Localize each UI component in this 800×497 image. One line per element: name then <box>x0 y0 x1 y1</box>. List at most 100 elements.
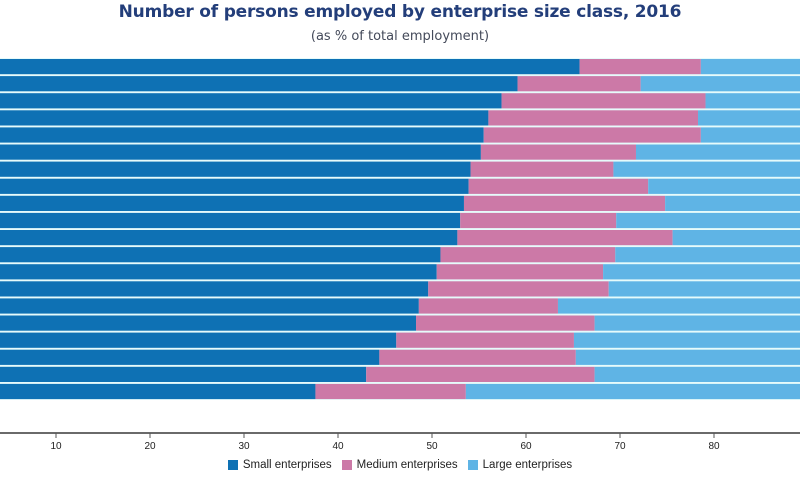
bar-segment-medium[interactable] <box>436 264 604 280</box>
bar-segment-large[interactable] <box>672 230 800 246</box>
bar-segment-medium[interactable] <box>488 110 699 126</box>
bar-segment-medium[interactable] <box>379 349 576 365</box>
bar-segment-large[interactable] <box>465 383 800 400</box>
legend-label-medium: Medium enterprises <box>356 459 458 471</box>
bar-segment-medium[interactable] <box>428 281 609 297</box>
bar-segment-large[interactable] <box>575 349 800 365</box>
x-tick-label: 30 <box>238 441 250 452</box>
bar-row <box>0 144 800 160</box>
bar-segment-medium[interactable] <box>418 298 558 314</box>
bar-segment-small[interactable] <box>0 247 441 263</box>
bar-segment-large[interactable] <box>557 298 800 314</box>
bar-segment-large[interactable] <box>573 332 800 348</box>
x-tick-label: 50 <box>426 441 438 452</box>
legend-swatch-small <box>227 460 238 470</box>
bar-segment-small[interactable] <box>0 93 502 109</box>
bar-segment-medium[interactable] <box>457 230 673 246</box>
bar-segment-large[interactable] <box>648 178 800 194</box>
bar-segment-medium[interactable] <box>501 93 706 109</box>
bar-segment-large[interactable] <box>594 315 800 331</box>
bars-group <box>0 58 800 400</box>
bar-segment-large[interactable] <box>635 144 800 160</box>
bar-segment-medium[interactable] <box>468 178 649 194</box>
bar-segment-large[interactable] <box>603 264 800 280</box>
bar-row <box>0 178 800 194</box>
legend-item-medium[interactable]: Medium enterprises <box>341 459 458 471</box>
bar-segment-small[interactable] <box>0 110 489 126</box>
legend-item-large[interactable]: Large enterprises <box>467 459 573 471</box>
bar-row <box>0 110 800 126</box>
bar-segment-large[interactable] <box>594 366 800 382</box>
bar-segment-small[interactable] <box>0 178 469 194</box>
x-tick-label: 20 <box>144 441 156 452</box>
bar-segment-large[interactable] <box>616 212 800 229</box>
bar-segment-large[interactable] <box>705 93 800 109</box>
bar-segment-medium[interactable] <box>440 247 616 263</box>
bar-row <box>0 366 800 382</box>
bar-segment-small[interactable] <box>0 366 367 382</box>
legend: Small enterprises Medium enterprises Lar… <box>0 459 800 471</box>
bar-segment-medium[interactable] <box>315 383 466 400</box>
bar-segment-small[interactable] <box>0 212 461 229</box>
bar-segment-medium[interactable] <box>460 212 617 229</box>
bar-row <box>0 230 800 246</box>
bar-segment-small[interactable] <box>0 349 380 365</box>
bar-segment-medium[interactable] <box>517 76 641 92</box>
x-axis-ticks: 10 20 30 40 50 60 70 80 <box>50 433 720 452</box>
chart-title: Number of persons employed by enterprise… <box>118 2 682 22</box>
bar-segment-small[interactable] <box>0 59 580 75</box>
bar-segment-small[interactable] <box>0 281 429 297</box>
bar-segment-small[interactable] <box>0 127 484 143</box>
bar-segment-small[interactable] <box>0 264 437 280</box>
bar-segment-small[interactable] <box>0 230 458 246</box>
legend-swatch-medium <box>341 460 352 470</box>
bar-row <box>0 76 800 92</box>
bar-row <box>0 383 800 400</box>
bar-segment-large[interactable] <box>615 247 800 263</box>
bar-segment-small[interactable] <box>0 332 397 348</box>
bar-row <box>0 298 800 314</box>
legend-swatch-large <box>467 460 478 470</box>
bar-segment-medium[interactable] <box>480 144 636 160</box>
legend-label-small: Small enterprises <box>242 459 332 471</box>
bar-segment-small[interactable] <box>0 315 417 331</box>
bar-segment-small[interactable] <box>0 383 316 400</box>
bar-gap-background <box>0 58 800 400</box>
bar-row <box>0 161 800 177</box>
bar-segment-small[interactable] <box>0 144 481 160</box>
legend-item-small[interactable]: Small enterprises <box>227 459 332 471</box>
bar-row <box>0 349 800 365</box>
bar-segment-medium[interactable] <box>483 127 701 143</box>
bar-row <box>0 212 800 229</box>
bar-row <box>0 127 800 143</box>
chart-subtitle: (as % of total employment) <box>310 29 490 44</box>
bar-row <box>0 332 800 348</box>
bar-segment-large[interactable] <box>640 76 800 92</box>
bar-segment-small[interactable] <box>0 298 419 314</box>
bar-segment-small[interactable] <box>0 76 518 92</box>
bar-row <box>0 195 800 211</box>
bar-segment-large[interactable] <box>700 59 800 75</box>
bar-segment-large[interactable] <box>608 281 800 297</box>
bar-segment-medium[interactable] <box>396 332 574 348</box>
bar-segment-medium[interactable] <box>463 195 666 211</box>
bar-segment-small[interactable] <box>0 161 471 177</box>
bar-segment-large[interactable] <box>700 127 800 143</box>
x-tick-label: 10 <box>50 441 62 452</box>
x-tick-label: 60 <box>520 441 532 452</box>
bar-row <box>0 264 800 280</box>
bar-segment-small[interactable] <box>0 195 464 211</box>
bar-segment-medium[interactable] <box>579 59 701 75</box>
bar-segment-large[interactable] <box>665 195 800 211</box>
bar-segment-medium[interactable] <box>416 315 595 331</box>
bar-row <box>0 315 800 331</box>
bar-segment-medium[interactable] <box>470 161 614 177</box>
bar-segment-large[interactable] <box>613 161 800 177</box>
legend-label-large: Large enterprises <box>482 459 573 471</box>
x-tick-label: 70 <box>614 441 626 452</box>
bar-row <box>0 93 800 109</box>
bar-segment-medium[interactable] <box>366 366 595 382</box>
x-tick-label: 40 <box>332 441 344 452</box>
bar-segment-large[interactable] <box>698 110 800 126</box>
